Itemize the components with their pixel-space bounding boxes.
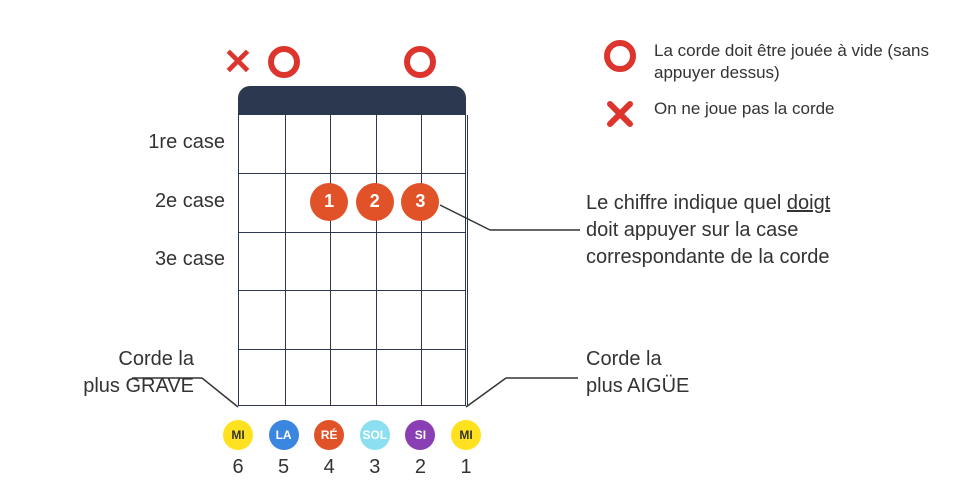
muted-string-icon: ✕	[223, 46, 253, 78]
open-string-icon	[404, 46, 436, 78]
fret-line	[239, 349, 465, 350]
low-string-leader	[132, 375, 242, 415]
string-number: 2	[415, 456, 426, 479]
string-line	[376, 115, 377, 405]
fret-grid	[238, 114, 466, 406]
high-string-callout: Corde la plus AIGÜE	[586, 346, 786, 400]
high-string-l1: Corde la	[586, 348, 662, 370]
string-note-label: LA	[269, 420, 299, 450]
high-string-l2: plus AIGÜE	[586, 375, 689, 397]
finger-dot: 2	[356, 183, 394, 221]
string-number: 4	[324, 456, 335, 479]
finger-callout-l1a: Le chiffre indique quel	[586, 192, 787, 214]
legend: La corde doit être jouée à vide (sans ap…	[604, 40, 954, 144]
string-note-label: SI	[405, 420, 435, 450]
legend-muted-text: On ne joue pas la corde	[654, 98, 835, 120]
diagram-root: ✕ 1re case2e case3e case 123 MI6LA5RÉ4SO…	[0, 0, 958, 504]
string-number: 3	[369, 456, 380, 479]
string-note-label: MI	[451, 420, 481, 450]
fret-line	[239, 173, 465, 174]
legend-open: La corde doit être jouée à vide (sans ap…	[604, 40, 954, 84]
finger-dot: 1	[310, 183, 348, 221]
nut	[238, 86, 466, 114]
string-line	[467, 115, 468, 405]
fret-label: 2e case	[120, 190, 225, 213]
string-number: 1	[460, 456, 471, 479]
finger-callout-l3: correspondante de la corde	[586, 246, 830, 268]
fret-line	[239, 232, 465, 233]
finger-dot: 3	[401, 183, 439, 221]
string-line	[330, 115, 331, 405]
fretboard	[238, 86, 466, 406]
open-string-icon	[604, 40, 636, 72]
string-note-label: RÉ	[314, 420, 344, 450]
string-note-label: MI	[223, 420, 253, 450]
string-number: 6	[232, 456, 243, 479]
string-number: 5	[278, 456, 289, 479]
fret-label: 1re case	[120, 131, 225, 154]
fret-line	[239, 290, 465, 291]
muted-string-icon	[604, 98, 636, 130]
string-line	[421, 115, 422, 405]
fret-label: 3e case	[120, 248, 225, 271]
string-line	[285, 115, 286, 405]
legend-open-text: La corde doit être jouée à vide (sans ap…	[654, 40, 954, 84]
high-string-leader	[466, 375, 586, 415]
finger-callout-underline: doigt	[787, 192, 830, 214]
finger-callout-l2: doit appuyer sur la case	[586, 219, 798, 241]
legend-muted: On ne joue pas la corde	[604, 98, 954, 130]
open-string-icon	[268, 46, 300, 78]
finger-callout: Le chiffre indique quel doigt doit appuy…	[586, 190, 926, 271]
finger-callout-leader	[440, 200, 590, 240]
low-string-l1: Corde la	[118, 348, 194, 370]
string-note-label: SOL	[360, 420, 390, 450]
